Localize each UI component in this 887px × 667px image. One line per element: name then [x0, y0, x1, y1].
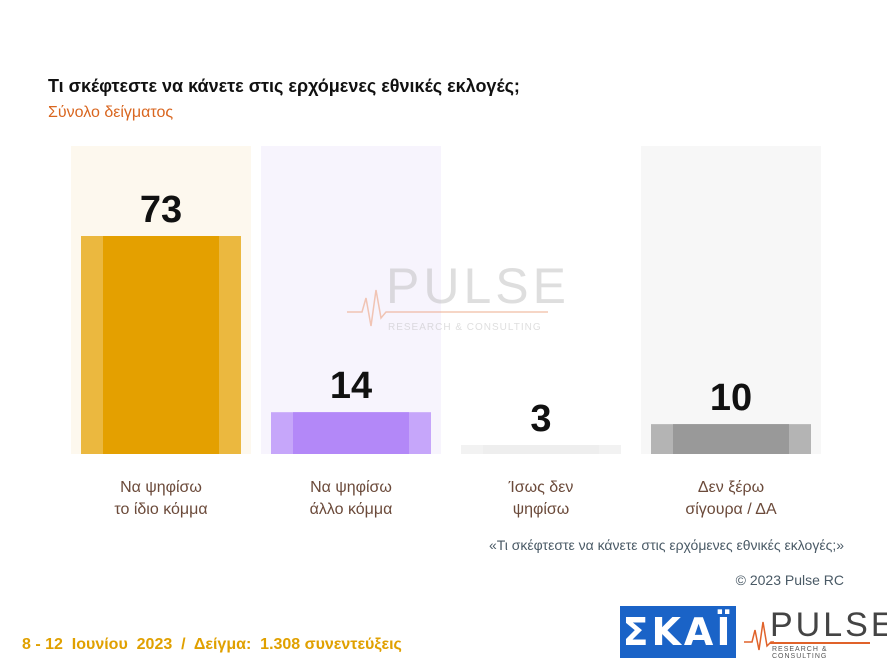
- bar-panel-4: [641, 146, 821, 454]
- category-label-4-line-2: σίγουρα / ΔΑ: [685, 501, 777, 518]
- category-label-3-line-2: ψηφίσω: [513, 501, 570, 518]
- question-note: «Τι σκέφτεστε να κάνετε στις ερχόμενες ε…: [488, 537, 844, 553]
- bar-2: [271, 412, 431, 454]
- watermark-sub: RESEARCH & CONSULTING: [388, 322, 542, 333]
- bar-chart: PULSE RESEARCH & CONSULTING 73 14 3 10 Να ψ…: [71, 146, 821, 518]
- category-label-1-line-1: Να ψηφίσω: [120, 479, 202, 496]
- watermark-word: PULSE: [386, 258, 570, 314]
- value-label-3: 3: [530, 398, 551, 440]
- category-label-2-line-2: άλλο κόμμα: [310, 501, 393, 518]
- copyright-text: © 2023 Pulse RC: [735, 572, 844, 588]
- bar-4: [651, 424, 811, 454]
- category-label-3-line-1: Ίσως δεν: [508, 479, 574, 496]
- pulse-logo-line: [770, 642, 870, 644]
- chart-subtitle: Σύνολο δείγματος: [48, 104, 174, 121]
- watermark-wave-icon: [347, 289, 548, 327]
- survey-footer: 8 - 12 Ιουνίου 2023 / Δείγμα: 1.308 συνε…: [22, 636, 402, 653]
- value-label-1: 73: [140, 189, 182, 231]
- category-label-1-line-2: το ίδιο κόμμα: [114, 501, 207, 518]
- value-label-4: 10: [710, 377, 752, 419]
- pulse-logo-sub: RESEARCH & CONSULTING: [772, 646, 828, 660]
- pulse-logo: PULSE RESEARCH & CONSULTING: [744, 606, 887, 660]
- pulse-logo-word: PULSE: [770, 606, 887, 644]
- value-label-2: 14: [330, 365, 372, 407]
- category-label-2-line-1: Να ψηφίσω: [310, 479, 392, 496]
- bar-3: [461, 445, 621, 454]
- bar-panel-2: [261, 146, 441, 454]
- pulse-watermark: PULSE RESEARCH & CONSULTING: [347, 258, 570, 333]
- chart-title: Τι σκέφτεστε να κάνετε στις ερχόμενες εθ…: [48, 76, 520, 96]
- category-label-4-line-1: Δεν ξέρω: [698, 479, 764, 496]
- bar-1: [81, 236, 241, 454]
- skai-logo: ΣΚΑΪ: [620, 606, 736, 658]
- bar-panel-3: [451, 146, 631, 454]
